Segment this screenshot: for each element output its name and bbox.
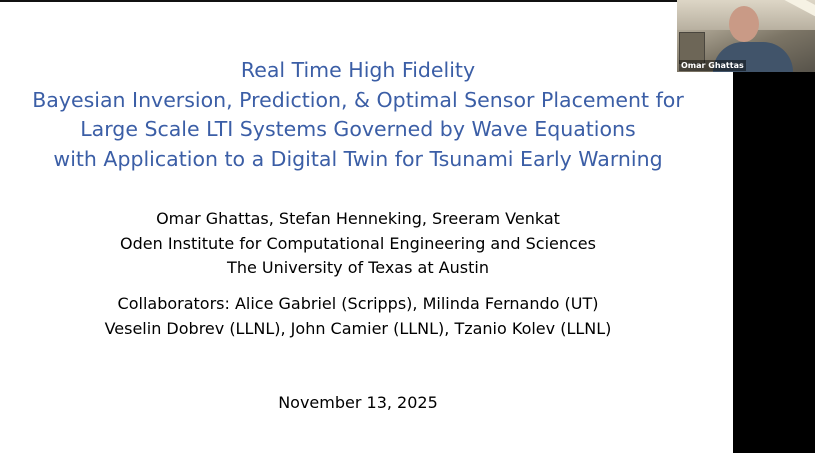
- slide-date: November 13, 2025: [278, 393, 438, 412]
- shared-slide: Real Time High Fidelity Bayesian Inversi…: [0, 2, 733, 453]
- institute: Oden Institute for Computational Enginee…: [120, 233, 596, 253]
- title-line: Bayesian Inversion, Prediction, & Optima…: [32, 87, 684, 112]
- participant-head: [729, 6, 759, 42]
- collaborators: Collaborators: Alice Gabriel (Scripps), …: [0, 292, 716, 341]
- top-bar: [0, 0, 815, 2]
- authors: Omar Ghattas, Stefan Henneking, Sreeram …: [0, 207, 716, 281]
- participant-body: [713, 42, 793, 72]
- collaborators-line: Veselin Dobrev (LLNL), John Camier (LLNL…: [104, 318, 612, 338]
- participant-video[interactable]: Omar Ghattas: [677, 0, 815, 72]
- title-line: Large Scale LTI Systems Governed by Wave…: [80, 117, 636, 142]
- title-line: Real Time High Fidelity: [240, 58, 476, 82]
- collaborators-line: Collaborators: Alice Gabriel (Scripps), …: [117, 294, 599, 313]
- university: The University of Texas at Austin: [227, 258, 489, 277]
- slide-title: Real Time High Fidelity Bayesian Inversi…: [0, 56, 716, 174]
- author-names: Omar Ghattas, Stefan Henneking, Sreeram …: [156, 209, 560, 228]
- participant-name: Omar Ghattas: [679, 60, 746, 71]
- black-margin: [733, 72, 815, 453]
- video-background-window: [679, 32, 705, 64]
- title-line: with Application to a Digital Twin for T…: [53, 146, 663, 171]
